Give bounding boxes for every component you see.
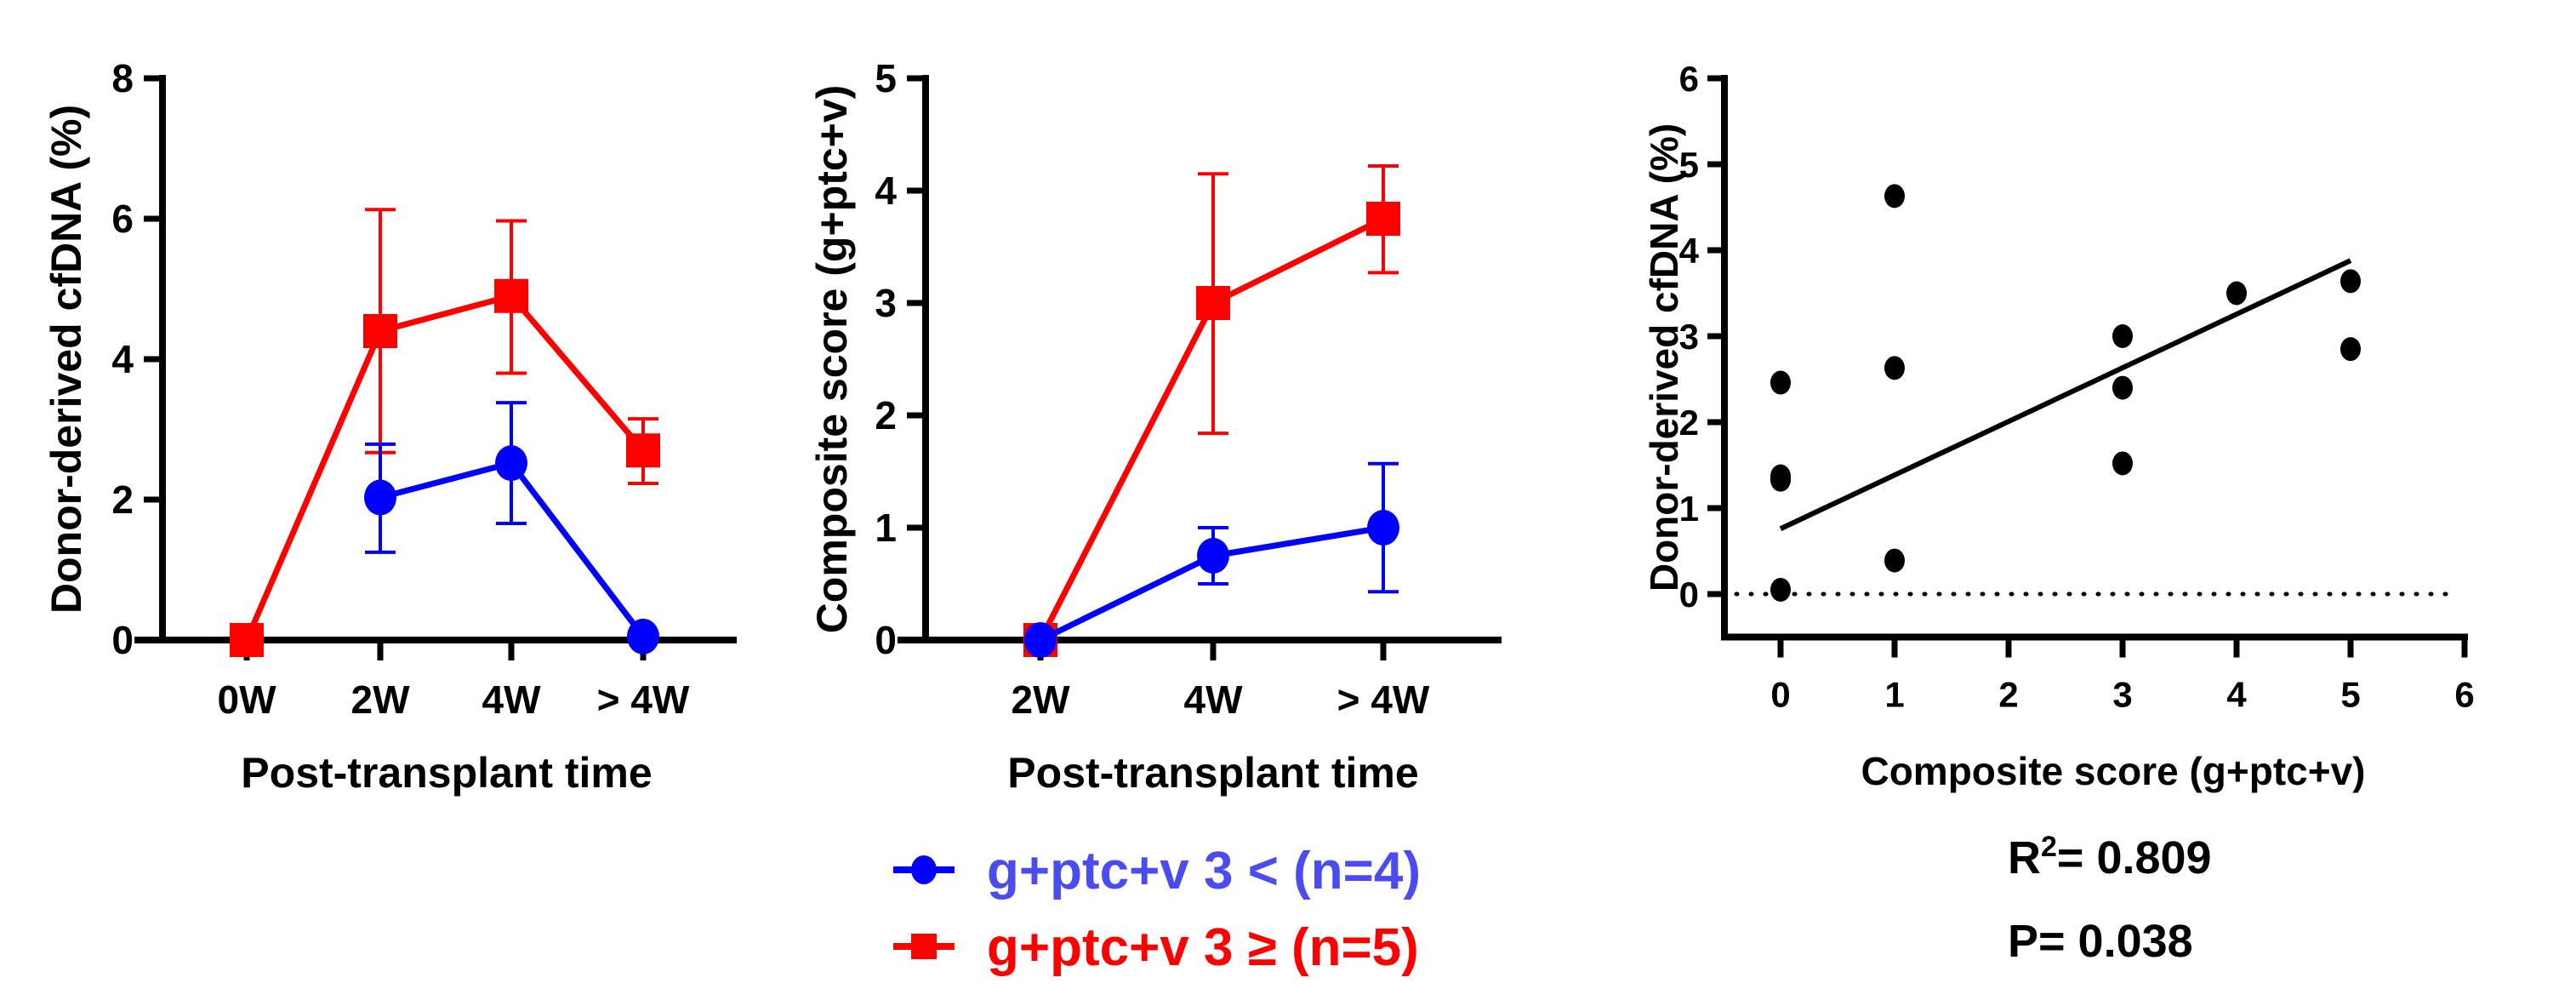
y-tick-label: 2 bbox=[875, 393, 897, 437]
panel-composite-over-time: Composite score (g+ptc+v) Post-transplan… bbox=[808, 56, 1502, 797]
data-point bbox=[626, 433, 660, 468]
scatter-point bbox=[1770, 467, 1791, 492]
series-low bbox=[364, 401, 659, 654]
y-tick-label: 5 bbox=[1679, 145, 1699, 185]
x-tick-label: > 4W bbox=[1337, 677, 1430, 722]
r2-superscript: 2 bbox=[2041, 831, 2057, 863]
data-point bbox=[1024, 622, 1057, 658]
x-tick-label: 0 bbox=[1770, 675, 1790, 715]
x-axis-title: Post-transplant time bbox=[241, 749, 652, 797]
y-tick-label: 4 bbox=[1679, 231, 1700, 271]
x-tick-label: 2W bbox=[351, 677, 411, 722]
y-axis-title: Donor-derived cfDNA (%) bbox=[43, 105, 90, 614]
scatter-point bbox=[1884, 548, 1905, 573]
x-axis-title: Post-transplant time bbox=[1007, 749, 1418, 797]
series-low bbox=[1024, 461, 1399, 658]
y-tick-label: 4 bbox=[111, 337, 134, 381]
x-tick-label: 4W bbox=[1184, 677, 1244, 722]
scatter-point bbox=[2340, 269, 2361, 294]
x-tick-label: 6 bbox=[2454, 675, 2474, 715]
data-point bbox=[230, 623, 264, 657]
x-tick-label: > 4W bbox=[597, 677, 690, 722]
x-tick-label: 4 bbox=[2226, 675, 2247, 715]
data-point bbox=[364, 479, 396, 516]
data-point bbox=[495, 445, 527, 482]
regression-line bbox=[1779, 258, 2352, 531]
y-tick-label: 8 bbox=[111, 56, 134, 100]
x-tick-label: 2W bbox=[1012, 677, 1071, 722]
scatter-point bbox=[2112, 375, 2133, 400]
data-point bbox=[494, 278, 528, 313]
data-point bbox=[1366, 202, 1400, 236]
r2-label: R bbox=[2008, 832, 2041, 883]
y-tick-label: 0 bbox=[875, 618, 897, 662]
y-axis-title: Donor-derived cfDNA (%) bbox=[1642, 123, 1686, 592]
scatter-point bbox=[2340, 337, 2361, 362]
x-tick-label: 3 bbox=[2112, 675, 2132, 715]
y-tick-label: 1 bbox=[875, 506, 897, 550]
x-tick-label: 1 bbox=[1884, 675, 1904, 715]
legend-item-low: g+ptc+v 3 < (n=4) bbox=[893, 842, 1421, 900]
panel-correlation-scatter: Donor-derived cfDNA (%) Composite score … bbox=[1642, 59, 2475, 967]
y-tick-label: 0 bbox=[1679, 574, 1699, 614]
data-point bbox=[627, 618, 659, 654]
y-tick-label: 6 bbox=[111, 197, 134, 241]
scatter-point bbox=[1884, 184, 1905, 209]
panel-cfdna-over-time: Donor-derived cfDNA (%) Post-transplant … bbox=[43, 56, 737, 797]
data-point bbox=[1197, 538, 1229, 574]
square-marker-icon bbox=[911, 934, 937, 959]
y-tick-label: 5 bbox=[875, 56, 897, 100]
scatter-point bbox=[1770, 370, 1791, 395]
x-tick-label: 4W bbox=[482, 677, 542, 722]
scatter-point bbox=[2112, 451, 2133, 476]
y-axis-title: Composite score (g+ptc+v) bbox=[808, 85, 856, 634]
data-point bbox=[1367, 510, 1399, 546]
legend: g+ptc+v 3 < (n=4) g+ptc+v 3 ≥ (n=5) bbox=[893, 842, 1421, 977]
y-tick-label: 6 bbox=[1679, 59, 1699, 99]
x-tick-label: 5 bbox=[2340, 675, 2360, 715]
scatter-point bbox=[2226, 281, 2247, 306]
data-point bbox=[363, 314, 397, 348]
r-squared-annotation: R2= 0.809 bbox=[2008, 831, 2212, 883]
y-tick-label: 4 bbox=[875, 169, 897, 213]
y-tick-label: 2 bbox=[1679, 403, 1699, 443]
x-tick-label: 2 bbox=[1998, 675, 2018, 715]
circle-marker-icon bbox=[911, 855, 937, 884]
x-axis-title: Composite score (g+ptc+v) bbox=[1861, 749, 2365, 793]
y-tick-label: 3 bbox=[1679, 317, 1699, 357]
scatter-point bbox=[1884, 356, 1905, 380]
legend-item-high: g+ptc+v 3 ≥ (n=5) bbox=[893, 918, 1419, 977]
y-tick-label: 2 bbox=[111, 477, 134, 522]
y-tick-label: 0 bbox=[111, 618, 134, 662]
data-point bbox=[1196, 286, 1230, 320]
legend-label-high: g+ptc+v 3 ≥ (n=5) bbox=[987, 918, 1419, 977]
y-tick-label: 3 bbox=[875, 281, 897, 325]
series-high bbox=[230, 208, 660, 657]
p-value-annotation: P= 0.038 bbox=[2008, 916, 2193, 967]
x-tick-label: 0W bbox=[218, 677, 277, 722]
legend-label-low: g+ptc+v 3 < (n=4) bbox=[987, 842, 1421, 900]
scatter-point bbox=[1770, 577, 1791, 602]
y-tick-label: 1 bbox=[1679, 489, 1699, 529]
scatter-point bbox=[2112, 324, 2133, 348]
series-line bbox=[243, 293, 646, 642]
r2-value: = 0.809 bbox=[2057, 832, 2212, 883]
